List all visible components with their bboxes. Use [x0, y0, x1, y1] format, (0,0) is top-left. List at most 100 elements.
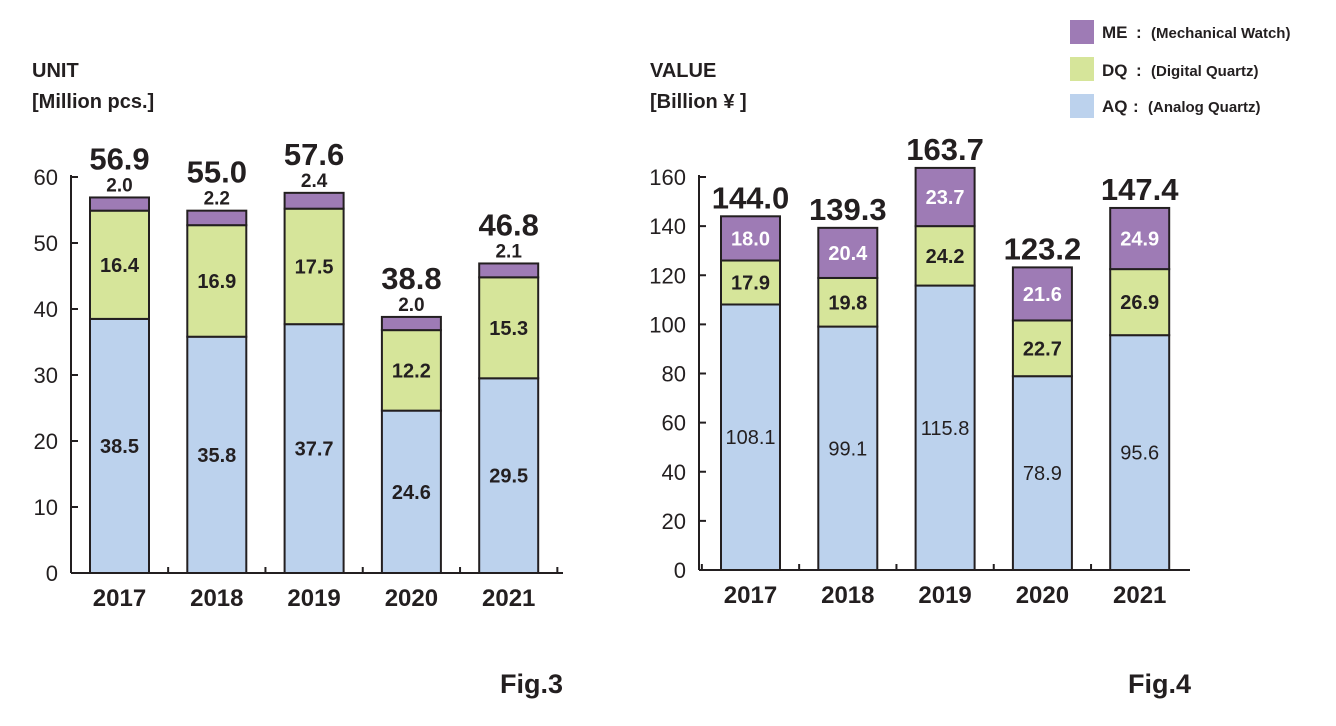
value-y-tick-label: 0: [674, 558, 686, 583]
legend-item-dq: DQ : (Digital Quartz): [1070, 57, 1259, 81]
legend-colon-dq: :: [1136, 61, 1142, 80]
value-y-tick-label: 140: [649, 214, 686, 239]
value-bar-dq-2017: [720, 259, 781, 306]
value-y-tick-label: 100: [649, 312, 686, 337]
unit-bar-dq-2021: [478, 276, 540, 380]
value-total-2018: 139.3: [809, 192, 887, 227]
value-x-label-2019: 2019: [918, 582, 971, 609]
value-chart-title: VALUE: [650, 60, 716, 82]
legend-key-me: ME: [1102, 23, 1128, 42]
value-bar-dq-2018: [817, 276, 879, 328]
value-total-2021: 147.4: [1101, 172, 1179, 207]
unit-bar-me-2021-label: 2.1: [495, 241, 522, 262]
unit-chart-unit: [Million pcs.]: [32, 91, 154, 113]
value-bar-dq-2017-label: 17.9: [731, 272, 770, 294]
legend-key-dq: DQ: [1102, 61, 1128, 80]
value-bar-me-2019: [914, 166, 976, 228]
value-bar-dq-2020: [1011, 319, 1073, 378]
unit-bar-dq-2021-label: 15.3: [489, 318, 528, 340]
value-bar-me-2020: [1011, 266, 1073, 322]
value-bar-aq-2018: [817, 325, 879, 571]
unit-bar-aq-2021-label: 29.5: [489, 466, 528, 488]
unit-bar-me-2021: [478, 262, 540, 279]
value-bar-me-2021-label: 24.9: [1120, 229, 1159, 251]
value-bar-aq-2018-label: 99.1: [828, 438, 867, 460]
legend-swatch-me: [1070, 20, 1094, 44]
unit-chart-title: UNIT: [32, 60, 79, 82]
value-bar-aq-2019-label: 115.8: [921, 418, 970, 440]
value-chart-unit: [Billion ¥ ]: [650, 91, 747, 113]
legend: ME : (Mechanical Watch) DQ : (Digital Qu…: [1070, 20, 1290, 118]
unit-bar-dq-2018: [186, 224, 248, 338]
legend-key-aq: AQ: [1102, 97, 1128, 116]
legend-desc-me: (Mechanical Watch): [1151, 25, 1290, 42]
value-bar-me-2017: [720, 215, 781, 262]
unit-bar-aq-2020: [380, 409, 442, 575]
unit-x-label-2020: 2020: [385, 585, 438, 612]
value-bar-me-2021: [1109, 206, 1171, 271]
unit-total-2017: 56.9: [89, 141, 149, 176]
unit-y-tick-label: 40: [34, 297, 58, 322]
unit-y-tick-label: 10: [34, 495, 58, 520]
unit-x-label-2021: 2021: [482, 585, 535, 612]
value-y-tick-label: 40: [662, 460, 686, 485]
value-bar-aq-2020: [1011, 375, 1073, 571]
legend-colon-aq: :: [1133, 97, 1139, 116]
unit-total-2020: 38.8: [381, 261, 441, 296]
unit-bar-aq-2018-label: 35.8: [197, 445, 236, 467]
unit-bar-me-2017-label: 2.0: [106, 175, 132, 196]
unit-x-label-2019: 2019: [287, 585, 340, 612]
value-bar-dq-2020-label: 22.7: [1023, 338, 1062, 360]
value-bar-aq-2017: [720, 303, 781, 571]
unit-bar-me-2019-label: 2.4: [301, 171, 328, 192]
value-bar-dq-2019: [914, 225, 976, 287]
unit-bar-aq-2017-label: 38.5: [100, 436, 139, 458]
value-x-label-2020: 2020: [1016, 582, 1069, 609]
value-bar-aq-2017-label: 108.1: [725, 427, 775, 449]
unit-bar-me-2018-label: 2.2: [204, 189, 230, 210]
unit-x-label-2017: 2017: [93, 585, 146, 612]
unit-total-2021: 46.8: [479, 207, 539, 242]
unit-y-tick-label: 50: [34, 231, 58, 256]
unit-y-tick-label: 30: [34, 363, 58, 388]
value-y-tick-label: 80: [662, 362, 686, 387]
value-bar-me-2019-label: 23.7: [926, 187, 965, 209]
unit-bar-me-2020-label: 2.0: [398, 295, 424, 316]
value-total-2020: 123.2: [1004, 231, 1082, 266]
unit-x-label-2018: 2018: [190, 585, 243, 612]
value-bar-dq-2021: [1109, 268, 1171, 337]
legend-swatch-aq: [1070, 94, 1094, 118]
value-chart-caption: Fig.4: [1128, 669, 1191, 699]
unit-bar-aq-2021: [478, 377, 540, 574]
value-total-2017: 144.0: [712, 180, 790, 215]
unit-bar-aq-2020-label: 24.6: [392, 482, 431, 504]
unit-bar-me-2020: [380, 315, 442, 332]
unit-y-tick-label: 60: [34, 165, 58, 190]
value-x-label-2017: 2017: [724, 582, 777, 609]
unit-chart: 010203040506038.516.42.056.9201735.816.9…: [34, 137, 563, 612]
unit-bar-dq-2019: [283, 207, 345, 326]
legend-swatch-dq: [1070, 57, 1094, 81]
value-x-label-2018: 2018: [821, 582, 874, 609]
legend-item-me: ME : (Mechanical Watch): [1070, 20, 1290, 44]
unit-bar-me-2017: [89, 196, 150, 212]
unit-bar-dq-2018-label: 16.9: [197, 271, 236, 293]
unit-bar-dq-2020-label: 12.2: [392, 360, 431, 382]
unit-bar-dq-2017: [89, 209, 150, 320]
unit-bar-dq-2019-label: 17.5: [295, 256, 334, 278]
value-y-tick-label: 60: [662, 411, 686, 436]
value-bar-me-2018: [817, 226, 879, 279]
value-y-tick-label: 20: [662, 509, 686, 534]
value-y-tick-label: 160: [649, 165, 686, 190]
unit-y-tick-label: 0: [46, 561, 58, 586]
unit-y-tick-label: 20: [34, 429, 58, 454]
value-y-tick-label: 120: [649, 263, 686, 288]
value-bar-dq-2021-label: 26.9: [1120, 292, 1159, 314]
unit-bar-me-2018: [186, 209, 248, 227]
unit-bar-aq-2018: [186, 335, 248, 574]
unit-bar-aq-2019: [283, 323, 345, 574]
unit-total-2019: 57.6: [284, 137, 344, 172]
value-bar-me-2020-label: 21.6: [1023, 284, 1062, 306]
value-total-2019: 163.7: [906, 132, 984, 167]
